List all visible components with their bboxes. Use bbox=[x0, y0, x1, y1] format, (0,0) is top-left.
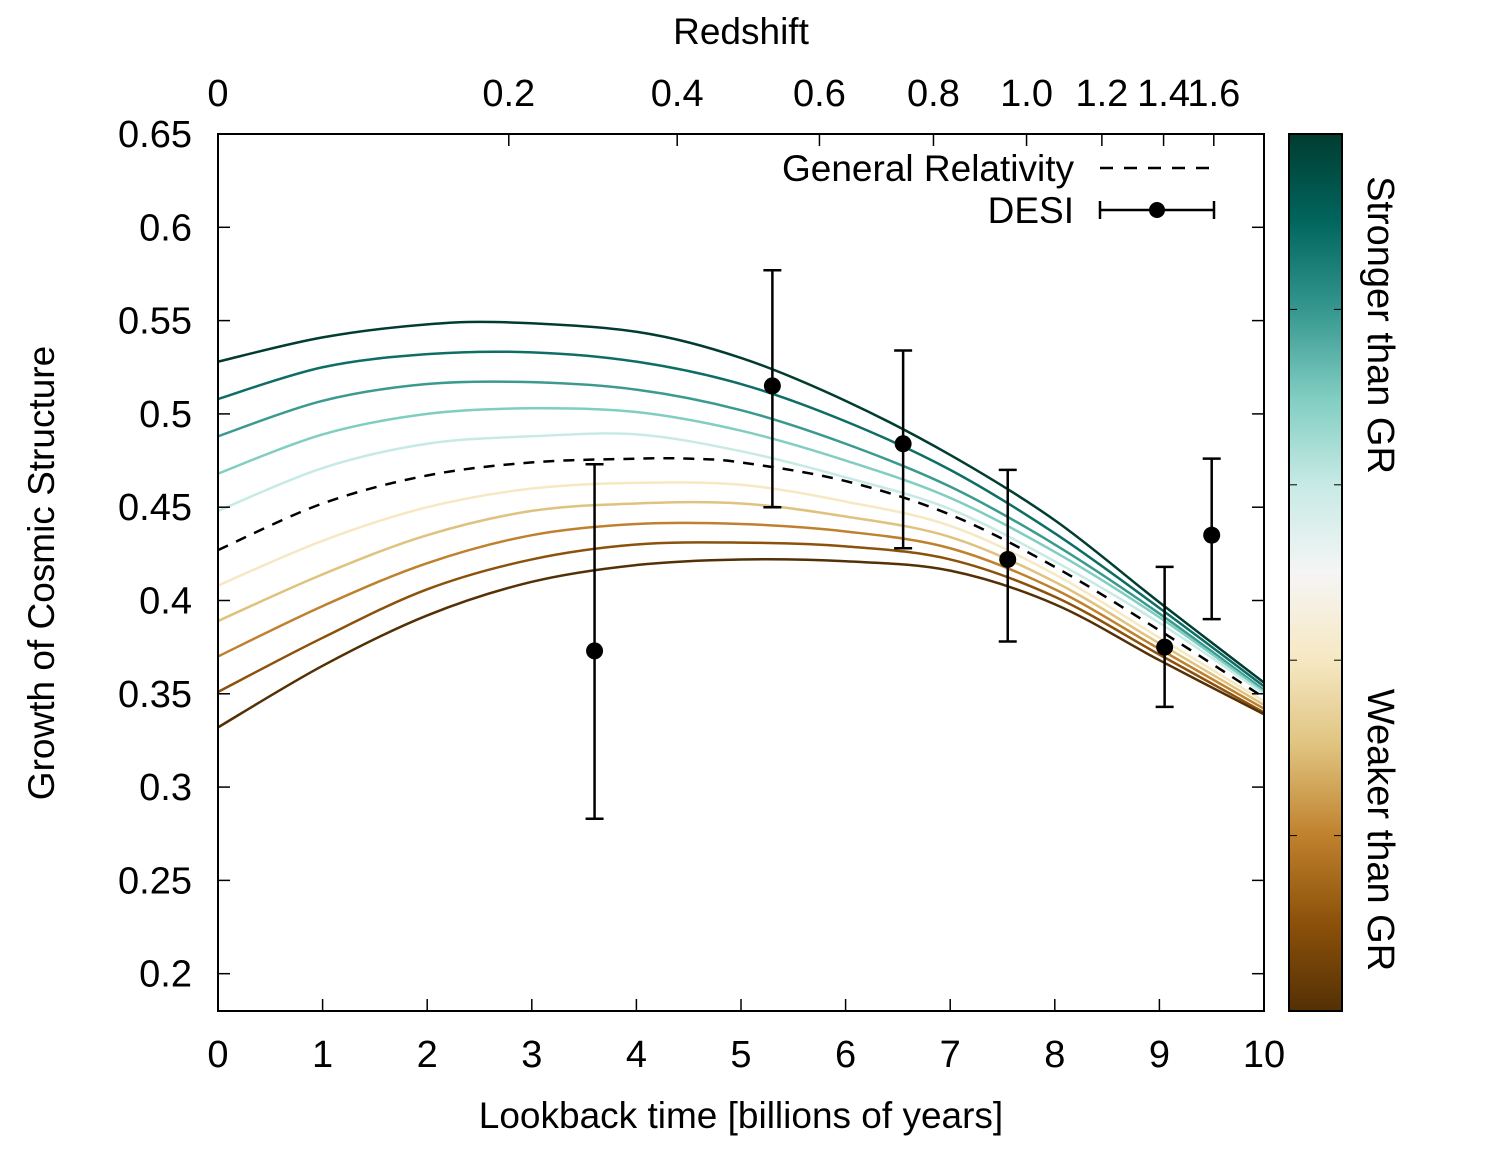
x-tick-labels: 0 1 2 3 4 5 6 7 8 9 10 bbox=[207, 1034, 1285, 1076]
axis-ticks bbox=[217, 133, 1265, 1011]
redshift-tick-label: 0.8 bbox=[907, 73, 960, 115]
x-tick-label: 5 bbox=[730, 1034, 751, 1076]
model-curve-2 bbox=[217, 350, 1265, 688]
desi-points bbox=[585, 268, 1221, 821]
x-tick-label: 9 bbox=[1149, 1034, 1170, 1076]
legend: General Relativity DESI bbox=[782, 148, 1216, 231]
colorbar: Stronger than GR Weaker than GR bbox=[1288, 133, 1401, 1012]
desi-point bbox=[763, 268, 782, 509]
redshift-tick-label: 0.6 bbox=[793, 73, 846, 115]
model-curve-7 bbox=[217, 500, 1265, 707]
x-tick-label: 6 bbox=[835, 1034, 856, 1076]
desi-point bbox=[1202, 457, 1221, 621]
model-curve-4 bbox=[217, 406, 1265, 693]
y-tick-label: 0.6 bbox=[139, 207, 192, 249]
model-curve-10 bbox=[217, 557, 1265, 729]
x-axis-title: Lookback time [billions of years] bbox=[479, 1095, 1003, 1136]
colorbar-label-stronger: Stronger than GR bbox=[1359, 176, 1401, 474]
x-tick-label: 8 bbox=[1044, 1034, 1065, 1076]
legend-label-desi: DESI bbox=[988, 190, 1074, 231]
redshift-tick-label: 0.4 bbox=[651, 73, 704, 115]
y-tick-label: 0.55 bbox=[118, 301, 192, 343]
x-tick-label: 2 bbox=[417, 1034, 438, 1076]
y-tick-labels: 0.2 0.25 0.3 0.35 0.4 0.45 0.5 0.55 0.6 0.65 bbox=[118, 114, 192, 996]
y-axis-title: Growth of Cosmic Structure bbox=[21, 346, 62, 800]
plot-frame bbox=[217, 133, 1265, 1012]
y-tick-label: 0.65 bbox=[118, 114, 192, 156]
model-curve-9 bbox=[217, 541, 1265, 714]
redshift-tick-labels: 0 0.2 0.4 0.6 0.8 1.0 1.2 1.41.6 bbox=[207, 73, 1240, 115]
x-tick-label: 3 bbox=[521, 1034, 542, 1076]
y-tick-label: 0.35 bbox=[118, 674, 192, 716]
y-tick-label: 0.25 bbox=[118, 860, 192, 902]
colorbar-label-weaker: Weaker than GR bbox=[1359, 689, 1401, 971]
model-curve-8 bbox=[217, 521, 1265, 710]
colorbar-ticks bbox=[1289, 308, 1342, 837]
x-tick-label: 1 bbox=[312, 1034, 333, 1076]
x-tick-label: 10 bbox=[1243, 1034, 1285, 1076]
redshift-tick-label: 1.0 bbox=[1000, 73, 1053, 115]
gr-curve-layer bbox=[217, 456, 1265, 699]
model-curve-1 bbox=[217, 320, 1265, 684]
desi-point bbox=[585, 463, 604, 821]
x-tick-label: 7 bbox=[940, 1034, 961, 1076]
model-curve-6 bbox=[217, 481, 1265, 703]
y-tick-label: 0.5 bbox=[139, 394, 192, 436]
model-curves bbox=[217, 320, 1265, 729]
model-curve-5 bbox=[217, 432, 1265, 695]
desi-point bbox=[1155, 565, 1174, 709]
gr-curve bbox=[217, 456, 1265, 699]
x-tick-label: 4 bbox=[626, 1034, 647, 1076]
y-tick-label: 0.4 bbox=[139, 580, 192, 622]
redshift-tick-label: 1.6 bbox=[1187, 73, 1240, 115]
redshift-tick-label: 0.2 bbox=[482, 73, 535, 115]
model-curve-3 bbox=[217, 380, 1265, 692]
redshift-axis-title: Redshift bbox=[673, 11, 809, 52]
redshift-tick-label: 1.2 bbox=[1075, 73, 1128, 115]
y-tick-label: 0.45 bbox=[118, 487, 192, 529]
redshift-tick-label: 0 bbox=[207, 73, 228, 115]
x-tick-label: 0 bbox=[207, 1034, 228, 1076]
desi-point bbox=[894, 349, 913, 550]
y-tick-label: 0.3 bbox=[139, 767, 192, 809]
legend-swatch-desi bbox=[1098, 201, 1216, 219]
desi-point bbox=[998, 468, 1017, 643]
colorbar-bar bbox=[1288, 133, 1343, 1012]
legend-label-gr: General Relativity bbox=[782, 148, 1075, 189]
y-tick-label: 0.2 bbox=[139, 954, 192, 996]
redshift-tick-label: 1.4 bbox=[1137, 73, 1190, 115]
